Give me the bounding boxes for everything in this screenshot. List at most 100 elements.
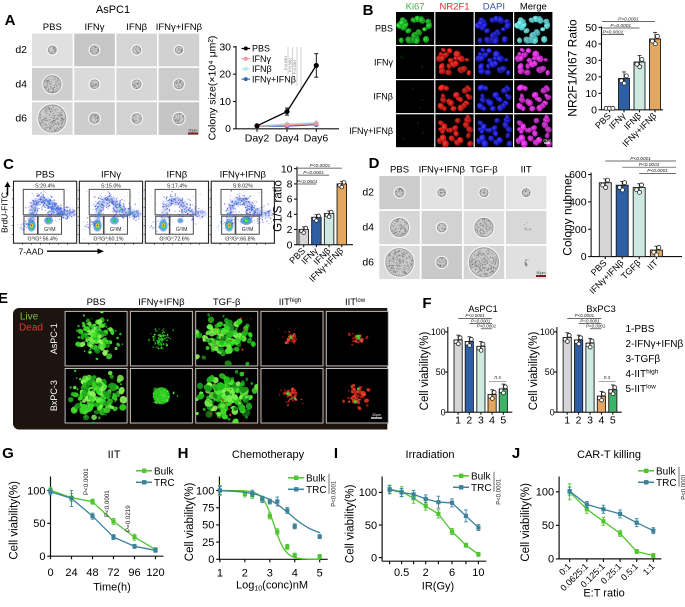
svg-text:0: 0 bbox=[591, 104, 597, 116]
svg-text:P<0.0001: P<0.0001 bbox=[586, 324, 606, 329]
svg-text:100: 100 bbox=[540, 327, 555, 337]
svg-text:E: E bbox=[0, 290, 8, 307]
svg-text:10: 10 bbox=[281, 163, 293, 175]
svg-text:Cell viability(%): Cell viability(%) bbox=[9, 481, 21, 560]
svg-text:B: B bbox=[363, 2, 374, 19]
svg-text:50: 50 bbox=[585, 22, 597, 34]
svg-text:E:T ratio: E:T ratio bbox=[583, 588, 624, 600]
svg-text:P=0.0219: P=0.0219 bbox=[125, 505, 132, 532]
svg-text:IFNβ: IFNβ bbox=[373, 92, 393, 102]
svg-text:G²/M: G²/M bbox=[176, 227, 188, 233]
svg-text:IFNγ: IFNγ bbox=[101, 170, 121, 181]
svg-text:0: 0 bbox=[548, 554, 554, 566]
svg-text:P<0.0001: P<0.0001 bbox=[647, 168, 668, 174]
svg-text:PBS: PBS bbox=[43, 22, 62, 33]
svg-text:24: 24 bbox=[65, 567, 77, 579]
svg-text:D: D bbox=[369, 155, 380, 172]
svg-text:S:8.02%: S:8.02% bbox=[233, 183, 253, 189]
svg-text:30: 30 bbox=[219, 41, 231, 53]
svg-text:Day6: Day6 bbox=[304, 133, 329, 145]
svg-text:3-TGFβ: 3-TGFβ bbox=[626, 354, 661, 365]
svg-text:IFNγ+IFNβ: IFNγ+IFNβ bbox=[220, 170, 267, 181]
svg-text:8: 8 bbox=[287, 179, 293, 191]
svg-text:IR(Gy): IR(Gy) bbox=[422, 581, 454, 593]
svg-text:0: 0 bbox=[225, 123, 231, 135]
svg-text:TRC: TRC bbox=[306, 485, 327, 496]
svg-text:P<0.0001: P<0.0001 bbox=[477, 324, 497, 329]
svg-text:PBS: PBS bbox=[252, 44, 270, 54]
svg-text:P<0.0001: P<0.0001 bbox=[293, 60, 297, 74]
svg-text:50μm: 50μm bbox=[536, 271, 545, 275]
svg-text:F: F bbox=[422, 295, 431, 312]
svg-text:AsPC-1: AsPC-1 bbox=[49, 323, 59, 354]
svg-text:1: 1 bbox=[564, 415, 570, 427]
svg-text:IFNγ+IFNβ: IFNγ+IFNβ bbox=[138, 297, 185, 308]
svg-text:P<0.0001: P<0.0001 bbox=[310, 163, 331, 169]
svg-text:IFNγ: IFNγ bbox=[84, 22, 104, 33]
svg-text:TRC: TRC bbox=[471, 483, 492, 494]
svg-text:IIT: IIT bbox=[521, 165, 532, 176]
svg-text:2: 2 bbox=[242, 567, 248, 579]
svg-text:30: 30 bbox=[585, 55, 597, 67]
svg-text:P=0.0001: P=0.0001 bbox=[303, 170, 324, 176]
svg-text:d6: d6 bbox=[362, 256, 374, 268]
svg-text:G1/S ratio: G1/S ratio bbox=[273, 180, 285, 232]
svg-text:P=0.0001: P=0.0001 bbox=[610, 23, 631, 29]
svg-text:0: 0 bbox=[441, 407, 446, 417]
svg-text:G²/M: G²/M bbox=[110, 227, 122, 233]
svg-text:100: 100 bbox=[536, 487, 554, 499]
svg-text:TGF-β: TGF-β bbox=[470, 165, 498, 176]
svg-text:0: 0 bbox=[39, 551, 45, 563]
svg-text:G⁰/G¹:72.6%: G⁰/G¹:72.6% bbox=[159, 236, 189, 242]
svg-text:Cell viability(%): Cell viability(%) bbox=[419, 332, 431, 411]
svg-text:IFNγ+IFNβ: IFNγ+IFNβ bbox=[349, 126, 393, 136]
svg-text:4: 4 bbox=[598, 415, 604, 427]
svg-text:J: J bbox=[512, 445, 520, 462]
svg-text:120: 120 bbox=[146, 567, 164, 579]
svg-text:50: 50 bbox=[545, 367, 555, 377]
svg-text:P<0.0001: P<0.0001 bbox=[332, 480, 338, 507]
svg-text:n.s: n.s bbox=[604, 375, 611, 381]
svg-text:6: 6 bbox=[449, 567, 455, 579]
svg-text:2: 2 bbox=[576, 415, 582, 427]
svg-text:25: 25 bbox=[202, 537, 214, 549]
svg-text:0: 0 bbox=[581, 251, 587, 263]
svg-text:IFNγ+IFNβ: IFNγ+IFNβ bbox=[252, 74, 296, 84]
svg-text:100: 100 bbox=[431, 327, 446, 337]
svg-text:Time(h): Time(h) bbox=[93, 582, 130, 594]
svg-text:3: 3 bbox=[587, 415, 593, 427]
svg-text:0: 0 bbox=[47, 567, 53, 579]
svg-text:G⁰/G¹:66.8%: G⁰/G¹:66.8% bbox=[225, 236, 255, 242]
svg-text:7-AAD: 7-AAD bbox=[18, 247, 43, 257]
svg-text:100: 100 bbox=[196, 485, 214, 497]
svg-text:Colony size(×10⁴ μm²): Colony size(×10⁴ μm²) bbox=[207, 36, 219, 141]
svg-text:IFNγ+IFNβ: IFNγ+IFNβ bbox=[156, 22, 203, 33]
svg-text:TRC: TRC bbox=[154, 478, 175, 489]
svg-text:BrdU-FITC: BrdU-FITC bbox=[0, 192, 10, 233]
svg-text:G: G bbox=[2, 445, 14, 462]
svg-text:4: 4 bbox=[287, 209, 293, 221]
svg-text:50: 50 bbox=[542, 520, 554, 532]
svg-text:Day2: Day2 bbox=[245, 133, 270, 145]
svg-text:S:15.0%: S:15.0% bbox=[101, 183, 121, 189]
svg-text:P<0.0001: P<0.0001 bbox=[83, 468, 90, 495]
svg-text:C: C bbox=[3, 156, 14, 173]
svg-text:10: 10 bbox=[219, 96, 231, 108]
svg-text:IFNγ: IFNγ bbox=[252, 54, 271, 64]
svg-text:0: 0 bbox=[287, 239, 293, 251]
svg-text:P<0.0001: P<0.0001 bbox=[639, 162, 660, 168]
svg-text:50: 50 bbox=[365, 520, 377, 532]
svg-text:P<0.0001: P<0.0001 bbox=[603, 29, 624, 35]
svg-text:AsPC1: AsPC1 bbox=[96, 4, 130, 16]
svg-text:G²/M: G²/M bbox=[242, 227, 254, 233]
svg-text:IIT: IIT bbox=[108, 449, 121, 461]
svg-text:G⁰/G¹:60.1%: G⁰/G¹:60.1% bbox=[93, 236, 123, 242]
svg-text:Cell viability(%): Cell viability(%) bbox=[520, 483, 532, 562]
svg-text:S:17.4%: S:17.4% bbox=[167, 183, 187, 189]
svg-text:BxPC-3: BxPC-3 bbox=[49, 380, 59, 411]
svg-text:Bulk: Bulk bbox=[656, 466, 676, 477]
svg-text:6: 6 bbox=[287, 194, 293, 206]
svg-text:100: 100 bbox=[27, 485, 45, 497]
svg-text:Bulk: Bulk bbox=[154, 466, 174, 477]
svg-text:20μm: 20μm bbox=[543, 139, 551, 143]
